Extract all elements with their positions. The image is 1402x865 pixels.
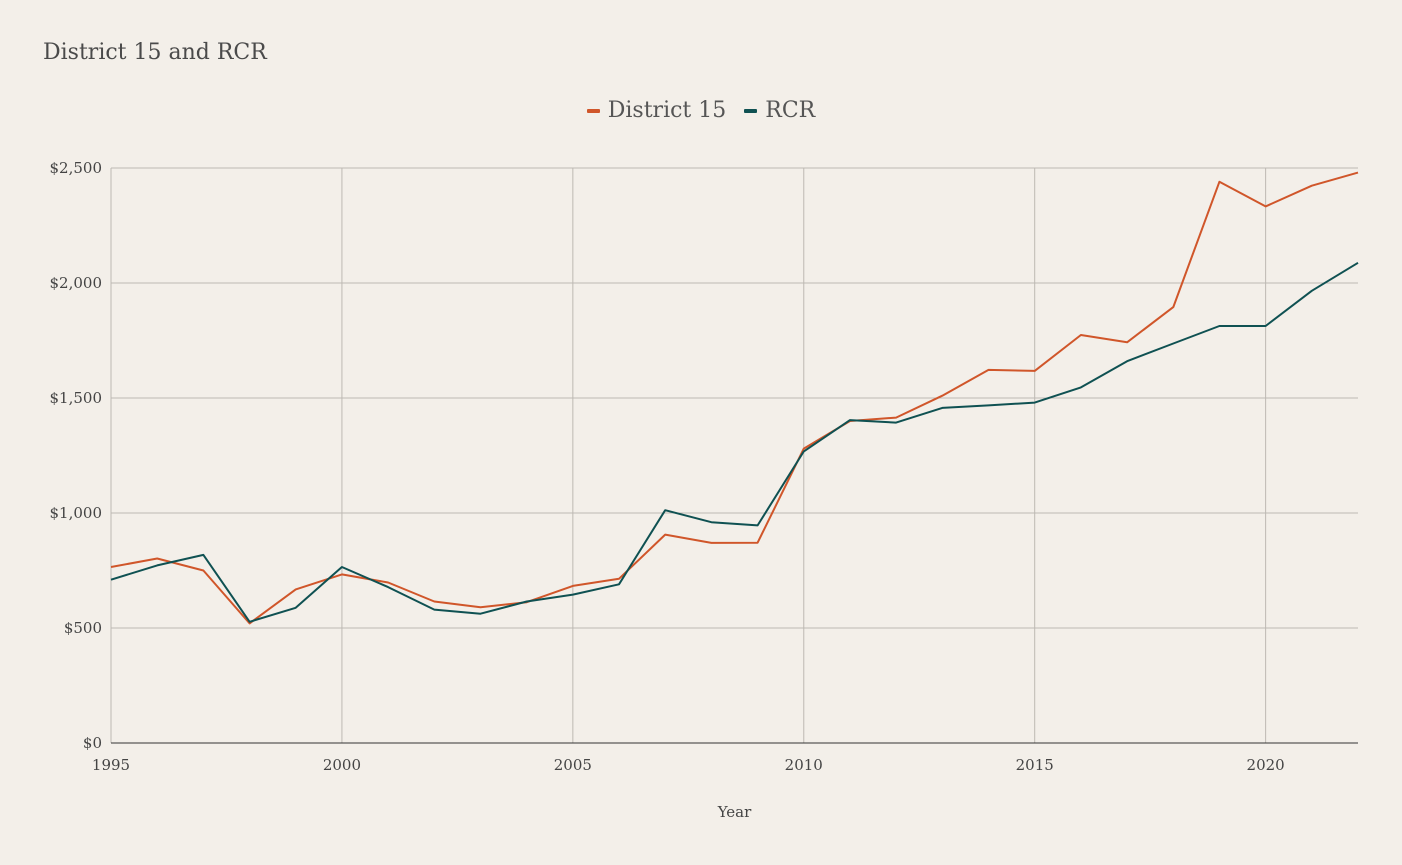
legend: District 15 RCR <box>0 98 1402 123</box>
x-tick-label: 2000 <box>323 756 361 774</box>
grid-lines <box>110 167 1358 744</box>
y-tick-label: $2,500 <box>50 159 103 177</box>
series-lines <box>110 171 1359 625</box>
x-tick-label: 2020 <box>1247 756 1285 774</box>
y-tick-label: $2,000 <box>50 274 103 292</box>
legend-label-district-15: District 15 <box>607 98 727 123</box>
x-tick-label: 2015 <box>1016 756 1054 774</box>
y-tick-label: $0 <box>83 734 102 752</box>
legend-label-rcr: RCR <box>765 98 816 123</box>
y-axis-ticks: $0 $500 $1,000 $1,500 $2,000 $2,500 <box>50 159 103 752</box>
series-line-rcr <box>110 261 1359 623</box>
y-tick-label: $500 <box>64 619 102 637</box>
y-tick-label: $1,000 <box>50 504 103 522</box>
chart-title: District 15 and RCR <box>43 40 267 65</box>
x-tick-label: 2005 <box>554 756 592 774</box>
legend-swatch-rcr <box>744 108 758 113</box>
legend-item-district-15[interactable]: District 15 <box>586 98 727 123</box>
x-tick-label: 2010 <box>785 756 823 774</box>
x-axis-ticks: 1995 2000 2005 2010 2015 2020 <box>92 756 1285 774</box>
x-tick-label: 1995 <box>92 756 130 774</box>
legend-item-rcr[interactable]: RCR <box>744 98 815 123</box>
legend-swatch-district-15 <box>586 108 600 113</box>
x-axis-title: Year <box>717 803 752 821</box>
y-tick-label: $1,500 <box>50 389 103 407</box>
series-line-district-15 <box>110 171 1359 625</box>
